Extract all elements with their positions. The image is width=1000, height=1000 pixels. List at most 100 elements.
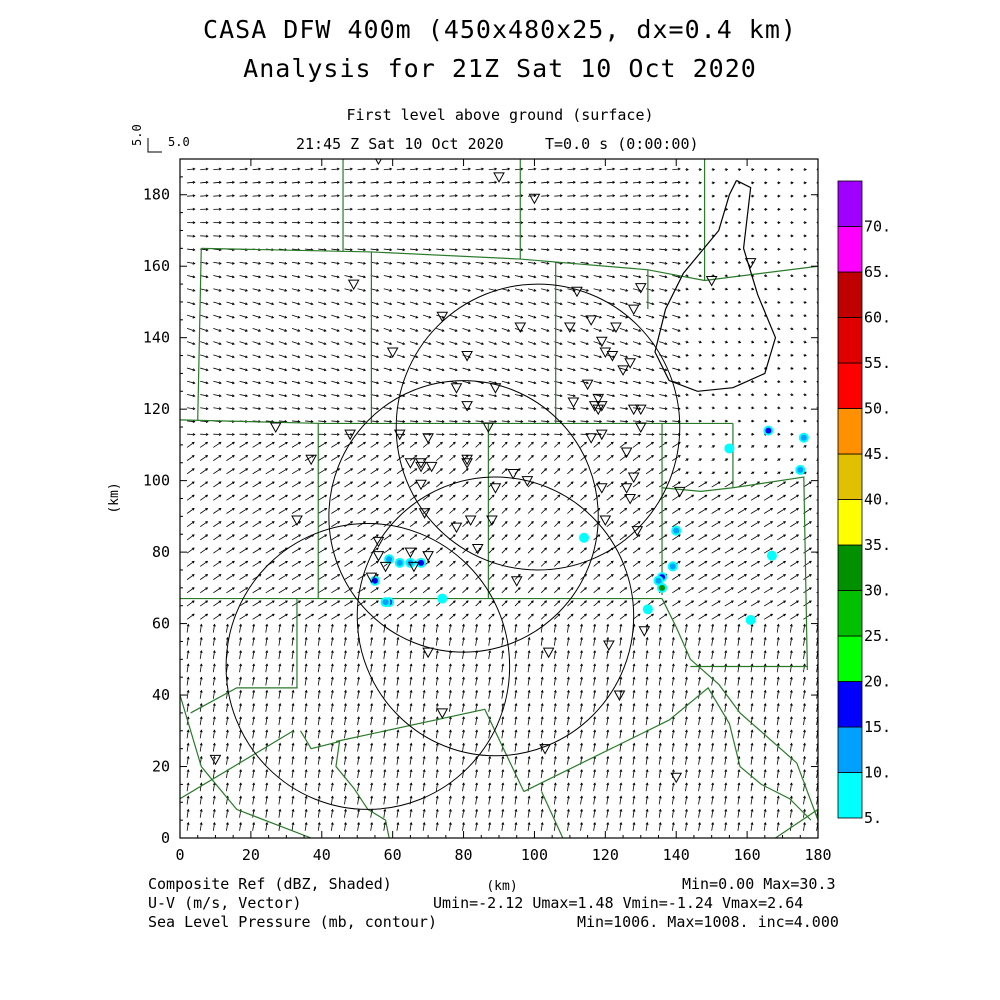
wind-vector <box>698 508 707 514</box>
wind-vector-head <box>632 795 636 799</box>
wind-vector-head <box>585 355 589 359</box>
wind-vector <box>370 822 373 831</box>
wind-vector-head <box>822 482 824 484</box>
wind-vector-head <box>323 432 327 436</box>
wind-vector <box>278 455 288 461</box>
wind-vector-head <box>520 302 524 306</box>
wind-vector-head <box>271 508 275 511</box>
wind-vector-head <box>284 221 288 225</box>
wind-vector-head <box>323 288 327 292</box>
wind-vector-head <box>572 381 576 385</box>
wind-vector-head <box>638 329 642 332</box>
wind-vector-head <box>465 534 469 538</box>
wind-vector-head <box>764 445 768 448</box>
wind-vector <box>776 730 779 739</box>
wind-vector <box>672 328 681 332</box>
wind-vector-head <box>428 420 432 423</box>
wind-vector <box>619 328 628 332</box>
wind-vector <box>344 181 353 184</box>
wind-vector-head <box>375 574 379 577</box>
wind-vector-head <box>566 795 570 799</box>
wind-vector-head <box>809 574 812 577</box>
wind-vector <box>331 574 340 580</box>
wind-vector-head <box>409 716 413 720</box>
wind-vector-head <box>619 808 623 812</box>
wind-vector-head <box>428 221 432 225</box>
wind-vector-head <box>520 167 524 171</box>
wind-vector <box>580 809 583 818</box>
wind-vector-head <box>684 676 688 680</box>
wind-vector <box>409 441 417 448</box>
wind-vector-head <box>612 288 616 292</box>
wind-vector-head <box>478 454 482 458</box>
wind-vector-head <box>664 468 668 471</box>
wind-vector-head <box>580 716 583 720</box>
wind-vector-head <box>698 755 702 759</box>
wind-vector-head <box>454 248 458 252</box>
wind-vector-head <box>553 663 557 667</box>
wind-vector-head <box>712 393 716 397</box>
wind-vector <box>540 547 547 554</box>
wind-vector-head <box>651 275 655 279</box>
wind-vector-head <box>704 508 708 511</box>
wind-vector <box>449 248 458 251</box>
wind-vector-head <box>612 407 616 411</box>
wind-vector-head <box>517 613 521 617</box>
wind-vector <box>462 796 465 805</box>
wind-vector-head <box>271 455 275 458</box>
wind-vector <box>200 195 208 197</box>
wind-vector-head <box>389 407 393 411</box>
wind-vector <box>396 690 399 699</box>
wind-vector <box>265 534 275 541</box>
wind-vector-head <box>422 808 426 812</box>
wind-vector-head <box>822 575 824 577</box>
wind-vector-head <box>637 600 641 604</box>
wind-vector-head <box>402 420 406 423</box>
wind-vector <box>187 168 195 171</box>
wind-vector-head <box>258 455 262 458</box>
wind-vector <box>462 314 471 319</box>
wind-vector <box>763 574 773 580</box>
wind-vector <box>541 168 549 171</box>
wind-vector <box>252 587 262 594</box>
wind-vector <box>265 288 274 292</box>
wind-vector <box>606 587 614 594</box>
wind-vector <box>632 560 641 567</box>
wind-vector-head <box>284 207 288 211</box>
wind-vector-head <box>349 275 353 279</box>
wind-vector-head <box>409 663 413 667</box>
wind-vector-head <box>271 432 275 436</box>
wind-vector-head <box>570 468 574 471</box>
wind-vector-head <box>297 221 301 225</box>
wind-vector-head <box>389 394 393 398</box>
wind-vector <box>291 650 294 660</box>
wind-vector <box>265 455 275 461</box>
wind-vector <box>199 637 202 646</box>
wind-vector-head <box>619 663 623 667</box>
wind-vector <box>396 288 405 292</box>
wind-vector <box>278 481 288 488</box>
wind-vector <box>514 703 517 712</box>
wind-vector-head <box>789 795 793 799</box>
wind-vector-head <box>725 260 729 264</box>
wind-vector-head <box>559 275 563 279</box>
wind-vector <box>305 394 313 397</box>
wind-vector-head <box>441 194 445 198</box>
wind-vector <box>606 521 614 528</box>
wind-vector-head <box>517 573 521 577</box>
wind-vector <box>580 261 589 264</box>
wind-vector <box>803 690 806 699</box>
wind-vector-head <box>462 689 465 693</box>
wind-vector-head <box>664 221 668 225</box>
wind-vector-head <box>401 600 405 604</box>
wind-vector <box>252 690 255 699</box>
wind-vector-head <box>790 168 794 172</box>
wind-vector <box>344 195 353 197</box>
wind-vector-head <box>363 494 366 498</box>
wind-vector-head <box>698 650 702 654</box>
wind-vector <box>527 275 536 278</box>
wind-vector-head <box>638 381 642 385</box>
wind-vector-head <box>415 180 419 184</box>
wind-vector <box>475 664 478 673</box>
wind-vector-head <box>557 507 561 511</box>
